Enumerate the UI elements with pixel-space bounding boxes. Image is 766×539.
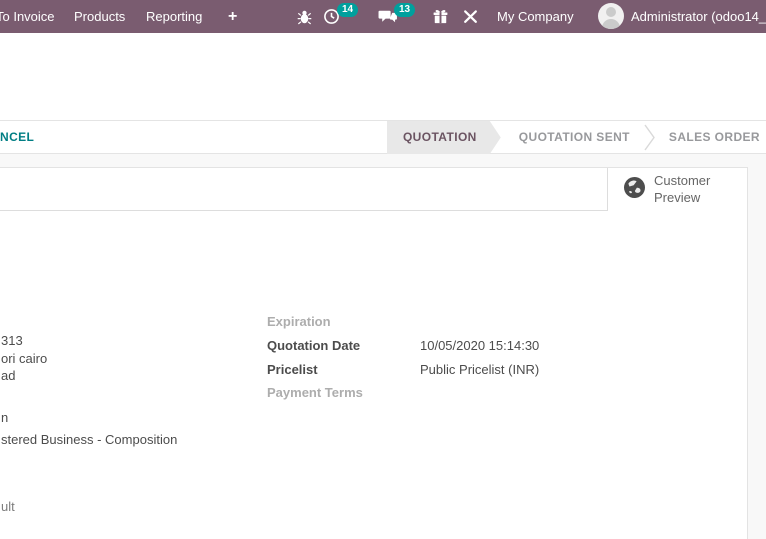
messages-count-badge[interactable]: 13: [394, 3, 416, 17]
field-label: Quotation Date: [267, 338, 361, 353]
top-navbar: To Invoice Products Reporting + 14 13 My…: [0, 0, 766, 33]
field-label: Pricelist: [267, 362, 318, 377]
statusbar-step-quotation[interactable]: QUOTATION: [387, 121, 501, 154]
address-line: ori cairo: [1, 351, 48, 366]
user-menu[interactable]: Administrator (odoo14_: [631, 9, 766, 24]
truncated-footer-text: ult: [1, 499, 15, 514]
field-row-pricelist: Pricelist Public Pricelist (INR): [267, 362, 717, 382]
field-label: Expiration: [267, 314, 331, 329]
field-row-payment-terms: Payment Terms: [267, 385, 717, 405]
messages-chat-icon[interactable]: [378, 8, 398, 25]
activities-clock-icon[interactable]: [323, 8, 340, 25]
address-line: 313: [1, 333, 23, 348]
customer-preview-label: Customer Preview: [654, 173, 711, 205]
field-row-quotation-date: Quotation Date 10/05/2020 15:14:30: [267, 338, 717, 358]
statusbar-steps: QUOTATION QUOTATION SENT SALES ORDER: [387, 121, 766, 154]
field-label: Payment Terms: [267, 385, 363, 400]
button-box: Customer Preview: [0, 168, 747, 211]
user-avatar[interactable]: [598, 3, 624, 29]
field-value: Public Pricelist (INR): [420, 362, 540, 377]
debug-bug-icon[interactable]: [296, 8, 313, 25]
menu-products[interactable]: Products: [74, 9, 126, 24]
address-line: n: [1, 410, 9, 425]
chevron-separator-icon: [644, 124, 655, 151]
globe-icon: [624, 176, 645, 203]
gift-icon[interactable]: [432, 8, 449, 25]
activities-count-badge[interactable]: 14: [337, 3, 359, 17]
customer-preview-button[interactable]: Customer Preview: [607, 168, 747, 211]
statusbar-step-sales-order[interactable]: SALES ORDER: [668, 130, 760, 144]
company-switcher[interactable]: My Company: [497, 9, 574, 24]
address-line: ad: [1, 368, 16, 383]
menu-to-invoice[interactable]: To Invoice: [0, 9, 55, 24]
tools-icon[interactable]: [462, 8, 479, 25]
menu-reporting[interactable]: Reporting: [146, 9, 203, 24]
form-sheet: Customer Preview 313 ori cairo ad n ster…: [0, 167, 748, 539]
field-row-expiration: Expiration: [267, 314, 717, 334]
cancel-button[interactable]: NCEL: [0, 121, 34, 154]
control-panel: Print ⚙ Action 2 / 12: [0, 33, 766, 135]
form-statusbar: NCEL QUOTATION QUOTATION SENT SALES ORDE…: [0, 121, 766, 154]
statusbar-step-quotation-sent[interactable]: QUOTATION SENT: [518, 130, 630, 144]
menu-add-plus[interactable]: +: [228, 8, 238, 25]
field-value: 10/05/2020 15:14:30: [420, 338, 540, 353]
address-line: stered Business - Composition: [1, 432, 178, 447]
